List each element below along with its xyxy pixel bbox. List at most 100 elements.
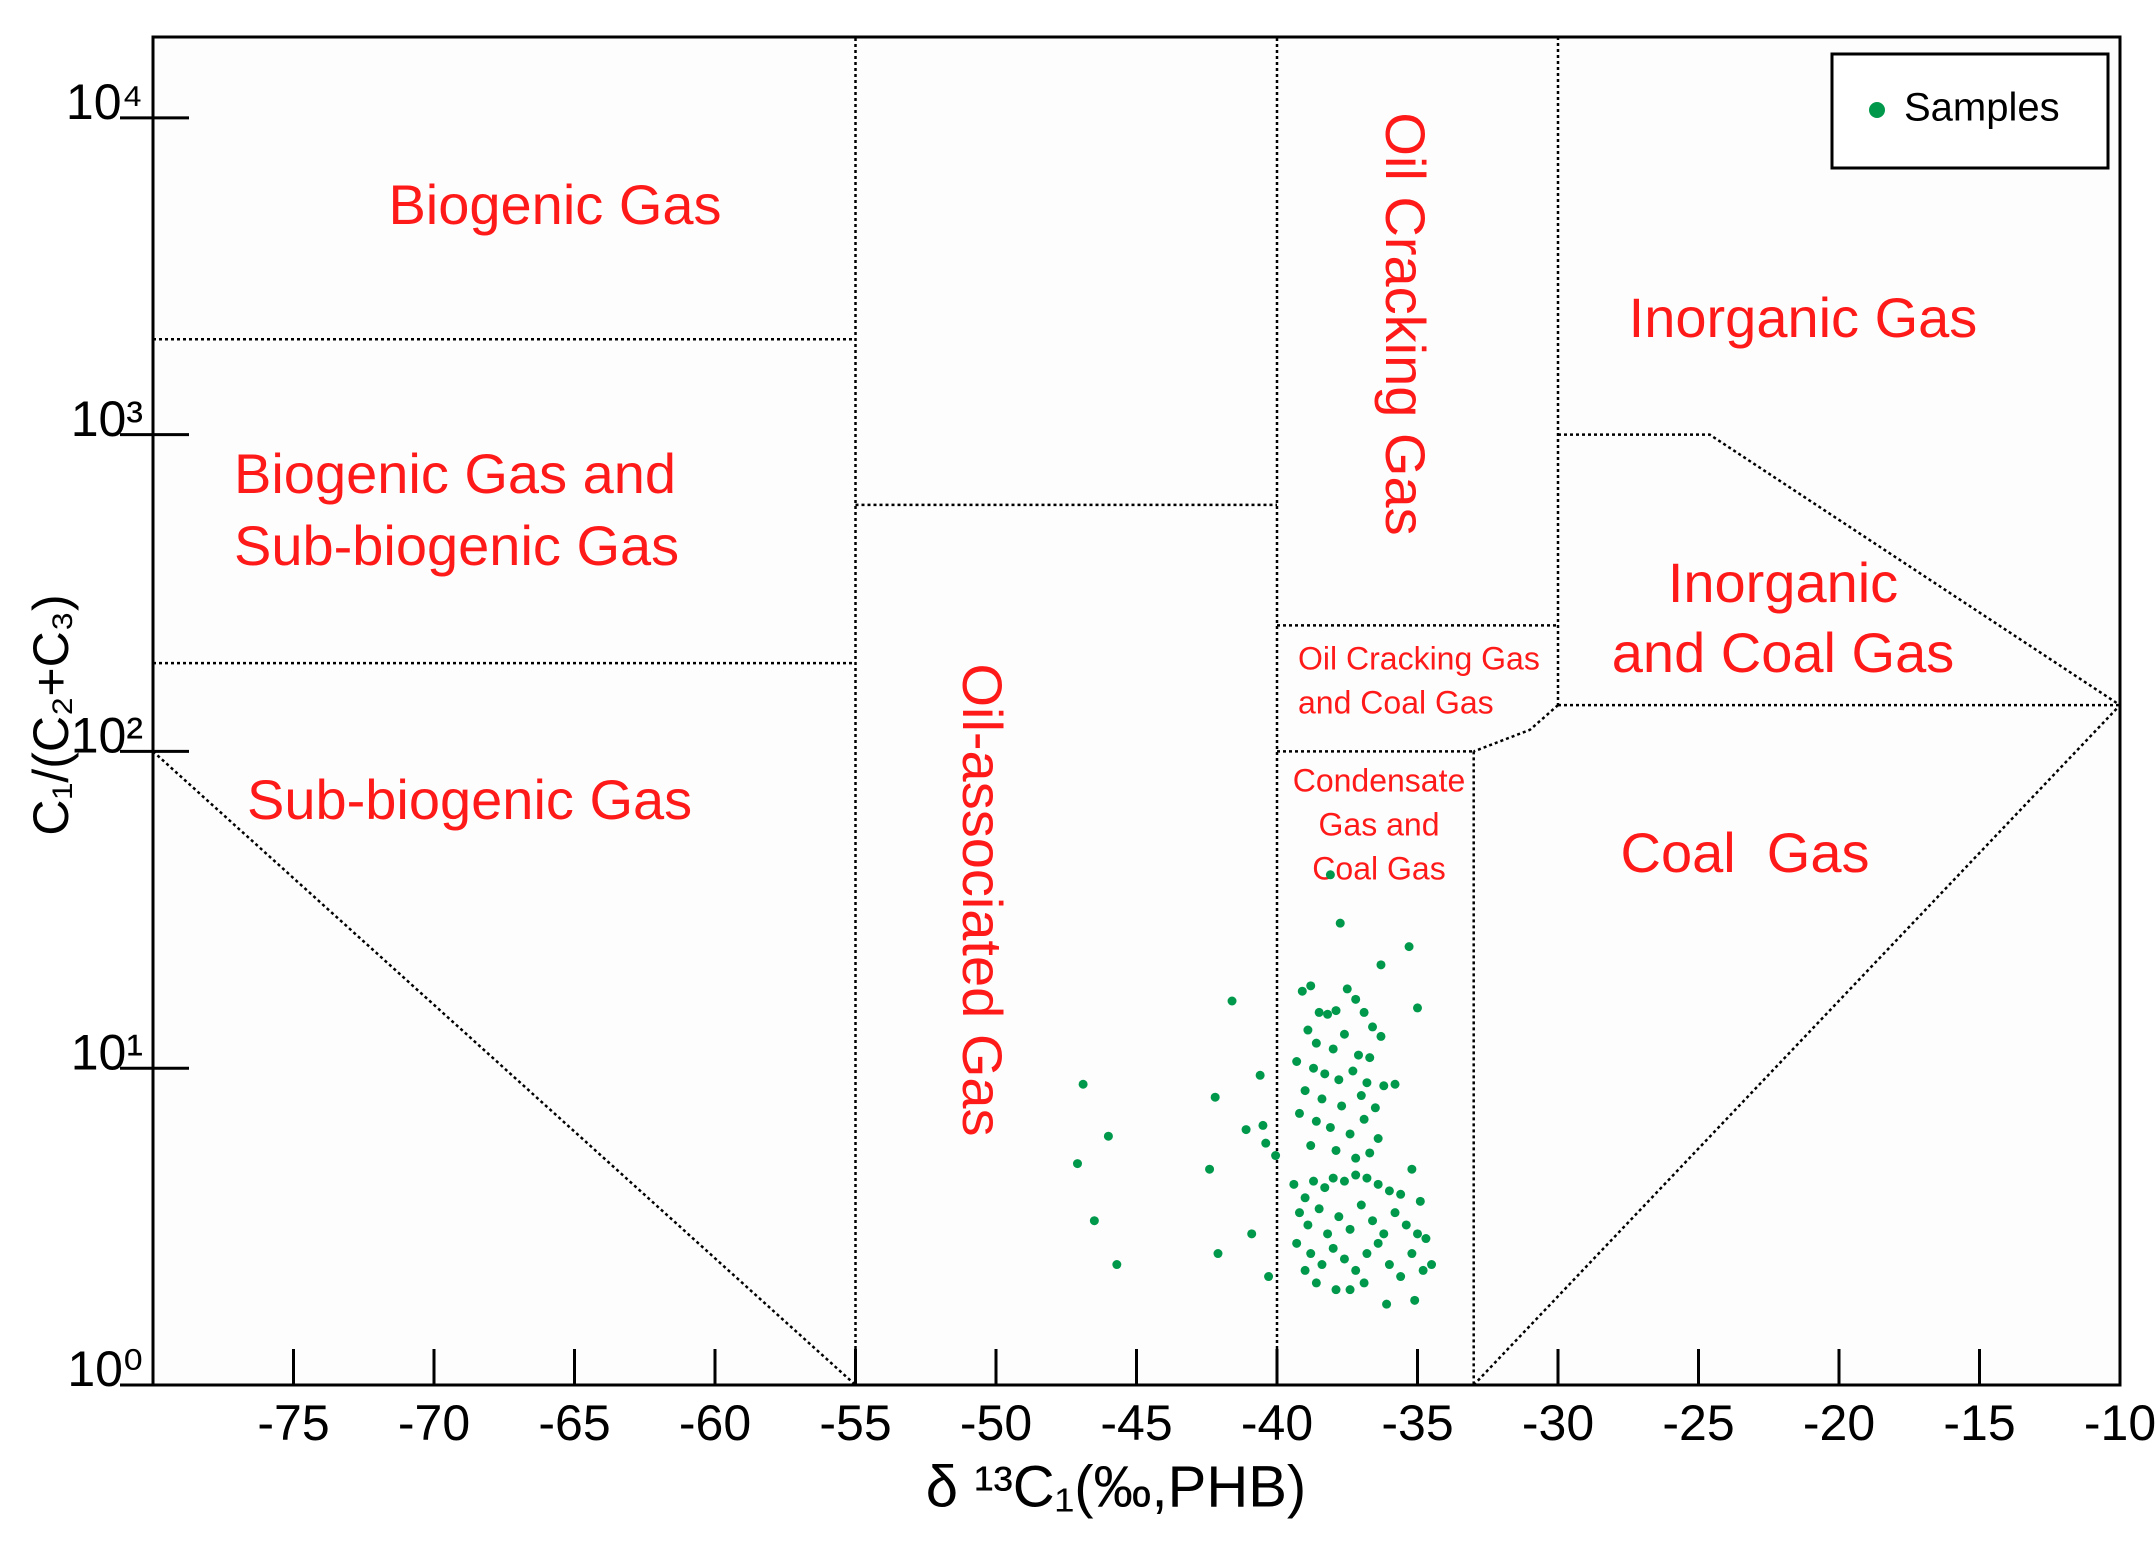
- legend-marker: [1869, 102, 1885, 118]
- sample-point: [1213, 1249, 1223, 1259]
- sample-point: [1247, 1229, 1257, 1239]
- x-tick-label: -55: [819, 1395, 891, 1451]
- x-tick-label: -35: [1381, 1395, 1453, 1451]
- region-boundary: [1558, 433, 2121, 707]
- sample-point: [1376, 960, 1386, 970]
- sample-point: [1309, 1176, 1319, 1186]
- sample-point: [1335, 918, 1345, 928]
- region-boundary: [1473, 704, 1559, 753]
- sample-point: [1317, 1094, 1327, 1104]
- sample-point: [1365, 1053, 1375, 1063]
- sample-point: [1339, 1029, 1349, 1039]
- sample-point: [1300, 1193, 1310, 1203]
- sample-point: [1370, 1103, 1380, 1113]
- x-tick-label: -65: [538, 1395, 610, 1451]
- sample-point: [1421, 1234, 1431, 1244]
- sample-point: [1258, 1120, 1268, 1130]
- region-label: Biogenic Gas and: [234, 442, 676, 505]
- sample-point: [1292, 1057, 1302, 1067]
- sample-point: [1415, 1196, 1425, 1206]
- sample-point: [1300, 1086, 1310, 1096]
- sample-point: [1356, 1091, 1366, 1101]
- sample-point: [1359, 1114, 1369, 1124]
- sample-point: [1306, 1249, 1316, 1259]
- sample-point: [1373, 1133, 1383, 1143]
- x-tick-label: -60: [679, 1395, 751, 1451]
- x-tick-label: -40: [1241, 1395, 1313, 1451]
- region-label: Sub-biogenic Gas: [247, 768, 692, 831]
- sample-point: [1365, 1148, 1375, 1158]
- sample-point: [1382, 1299, 1392, 1309]
- sample-point: [1317, 1260, 1327, 1270]
- sample-point: [1328, 1243, 1338, 1253]
- sample-point: [1306, 981, 1316, 991]
- sample-point: [1345, 1285, 1355, 1295]
- x-axis-label: δ ¹³C₁(‰,PHB): [926, 1454, 1306, 1519]
- sample-point: [1241, 1125, 1251, 1135]
- x-tick-label: -20: [1803, 1395, 1875, 1451]
- sample-point: [1362, 1173, 1372, 1183]
- sample-point: [1351, 1265, 1361, 1275]
- sample-point: [1306, 1141, 1316, 1151]
- sample-point: [1401, 1220, 1411, 1230]
- sample-point: [1294, 1208, 1304, 1218]
- sample-point: [1325, 1122, 1335, 1132]
- sample-point: [1072, 1159, 1082, 1169]
- sample-point: [1294, 1108, 1304, 1118]
- sample-point: [1362, 1078, 1372, 1088]
- sample-point: [1351, 994, 1361, 1004]
- sample-point: [1353, 1050, 1363, 1060]
- region-label: Oil-associated Gas: [951, 663, 1014, 1136]
- sample-point: [1303, 1025, 1313, 1035]
- region-label: and Coal Gas: [1298, 684, 1494, 720]
- region-label: and Coal Gas: [1612, 621, 1954, 684]
- sample-point: [1328, 1044, 1338, 1054]
- x-tick-label: -75: [257, 1395, 329, 1451]
- sample-point: [1427, 1260, 1437, 1270]
- region-label: Oil Cracking Gas: [1298, 640, 1540, 676]
- sample-point: [1331, 1006, 1341, 1016]
- x-tick-label: -30: [1522, 1395, 1594, 1451]
- sample-point: [1227, 996, 1237, 1006]
- sample-point: [1359, 1278, 1369, 1288]
- sample-point: [1255, 1070, 1265, 1080]
- sample-point: [1323, 1229, 1333, 1239]
- sample-point: [1320, 1183, 1330, 1193]
- sample-point: [1384, 1260, 1394, 1270]
- y-axis-label: C₁/(C₂+C₃): [23, 594, 79, 835]
- sample-point: [1210, 1092, 1220, 1102]
- sample-point: [1342, 984, 1352, 994]
- sample-point: [1362, 1249, 1372, 1259]
- y-tick-label: 10¹: [71, 1024, 143, 1080]
- sample-point: [1311, 1278, 1321, 1288]
- y-tick-label: 10³: [71, 391, 143, 447]
- sample-point: [1311, 1038, 1321, 1048]
- sample-point: [1345, 1129, 1355, 1139]
- sample-point: [1376, 1031, 1386, 1041]
- sample-point: [1300, 1265, 1310, 1275]
- sample-point: [1112, 1260, 1122, 1270]
- sample-point: [1390, 1079, 1400, 1089]
- sample-point: [1390, 1208, 1400, 1218]
- region-label: Inorganic: [1668, 551, 1898, 614]
- sample-point: [1373, 1238, 1383, 1248]
- sample-point: [1407, 1249, 1417, 1259]
- sample-point: [1325, 870, 1335, 880]
- sample-point: [1328, 1173, 1338, 1183]
- region-boundary: [1472, 704, 2121, 1386]
- sample-point: [1271, 1151, 1281, 1161]
- region-label: Coal Gas: [1312, 850, 1445, 886]
- x-tick-label: -10: [2084, 1395, 2155, 1451]
- sample-point: [1303, 1220, 1313, 1230]
- sample-point: [1103, 1131, 1113, 1141]
- sample-point: [1289, 1179, 1299, 1189]
- sample-point: [1297, 986, 1307, 996]
- sample-point: [1334, 1075, 1344, 1085]
- sample-point: [1413, 1229, 1422, 1239]
- region-label: Sub-biogenic Gas: [234, 514, 679, 577]
- region-boundary: [152, 750, 857, 1386]
- y-tick-label: 10²: [71, 708, 143, 764]
- sample-point: [1339, 1254, 1349, 1264]
- sample-point: [1205, 1164, 1215, 1174]
